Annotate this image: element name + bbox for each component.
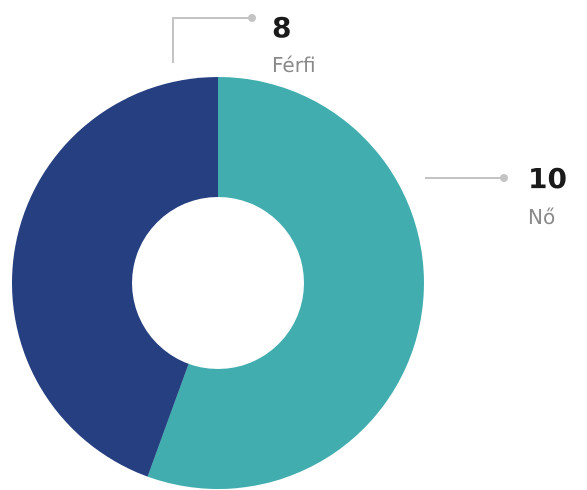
slice-label-ferfi: Férfi <box>272 53 316 77</box>
slice-ferfi <box>11 77 218 477</box>
donut-hole <box>132 197 304 369</box>
label-group-no: 10 Nő <box>425 162 567 229</box>
slice-value-no: 10 <box>528 162 567 195</box>
slice-value-ferfi: 8 <box>272 11 291 44</box>
label-group-ferfi: 8 Férfi <box>172 11 316 77</box>
leader-dot-no <box>500 174 508 182</box>
leader-dot-ferfi <box>248 14 256 22</box>
slice-label-no: Nő <box>528 205 555 229</box>
leader-line-ferfi <box>172 17 252 63</box>
